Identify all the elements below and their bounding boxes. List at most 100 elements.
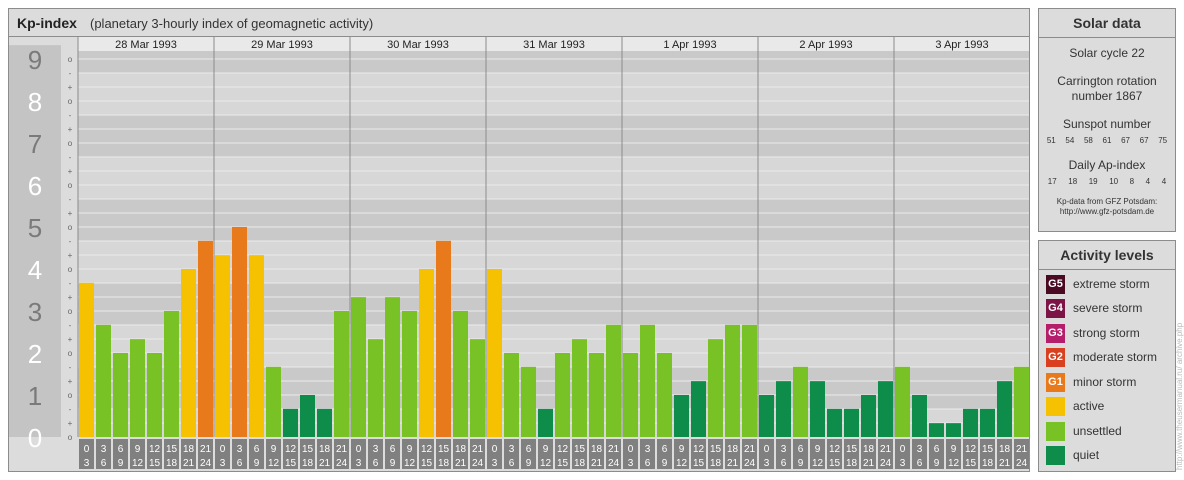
interval-start-label: 15 [982,444,994,455]
kp-bar [504,353,519,437]
interval-end-label: 18 [302,458,314,469]
day-header-cell [486,37,622,51]
interval-cell [164,439,179,469]
activity-levels-panel: Activity levels G5 extreme storm G4 seve… [1038,240,1176,472]
kp-chart: 0123456789o+-o+-o+-o+-o+-o+-o+-o+-o+-o28… [9,37,1029,469]
kp-bar [521,366,536,437]
kp-bar [861,395,876,437]
ap-value: 19 [1088,177,1098,186]
kp-sub-tick: + [68,167,73,176]
kp-bar [878,381,893,437]
interval-start-label: 6 [390,444,396,455]
kp-bar [810,381,825,437]
interval-cell [113,439,128,469]
interval-start-label: 0 [220,444,226,455]
kp-bar [300,395,315,437]
kp-sub-tick: + [68,251,73,260]
interval-start-label: 12 [421,444,433,455]
interval-cell [657,439,672,469]
sunspot-value: 54 [1065,136,1075,145]
kp-bar [946,423,961,437]
day-header-cell [894,37,1029,51]
interval-end-label: 3 [900,458,906,469]
kp-bar [793,366,808,437]
interval-end-label: 3 [628,458,634,469]
kp-bar [96,324,111,437]
kp-bar [742,324,757,437]
sunspot-values: 51 54 58 61 67 67 75 [1039,136,1175,145]
interval-cell [283,439,298,469]
solar-data-panel: Solar data Solar cycle 22 Carrington rot… [1038,8,1176,232]
kp-axis-tick: 4 [28,255,42,285]
legend-swatch [1046,396,1065,416]
day-header-cell [350,37,486,51]
interval-end-label: 21 [455,458,467,469]
interval-cell [334,439,349,469]
chart-header: Kp-index (planetary 3-hourly index of ge… [9,9,1029,37]
watermark-text: http://www.theusermanual.ru/ archive.php [1175,322,1184,470]
interval-start-label: 15 [438,444,450,455]
interval-start-label: 9 [951,444,957,455]
legend-label: quiet [1073,448,1100,462]
kp-bar [232,227,247,437]
interval-start-label: 21 [608,444,620,455]
kp-axis-tick: 3 [28,297,42,327]
interval-cell [674,439,689,469]
day-label: 28 Mar 1993 [115,39,177,51]
interval-cell [980,439,995,469]
interval-end-label: 3 [84,458,90,469]
kp-axis-tick: 2 [28,339,42,369]
interval-start-label: 3 [237,444,243,455]
legend-item-active: active [1046,396,1104,416]
kp-sub-tick: + [68,209,73,218]
legend-swatch [1046,445,1065,465]
kp-bar [572,339,587,437]
interval-cell [708,439,723,469]
interval-cell [249,439,264,469]
interval-cell [385,439,400,469]
interval-start-label: 9 [407,444,413,455]
legend-item-moderate-storm: G2 moderate storm [1046,347,1157,367]
interval-start-label: 6 [254,444,260,455]
interval-cell [198,439,213,469]
legend-item-minor-storm: G1 minor storm [1046,372,1136,392]
legend-swatch: G5 [1046,274,1065,294]
chart-title: Kp-index [17,15,77,31]
interval-start-label: 3 [917,444,923,455]
interval-end-label: 18 [982,458,994,469]
solar-cycle: Solar cycle 22 [1069,46,1145,60]
day-header-cell [78,37,214,51]
kp-bar [283,408,298,437]
interval-cell [368,439,383,469]
day-label: 3 Apr 1993 [935,39,988,51]
day-header-cell [758,37,894,51]
kp-bar [980,408,995,437]
interval-end-label: 24 [200,458,212,469]
interval-end-label: 12 [812,458,824,469]
kp-bar [844,408,859,437]
kp-bar [453,311,468,437]
kp-sub-tick: o [68,349,73,358]
interval-cell [572,439,587,469]
kp-axis-tick: 6 [28,171,42,201]
interval-end-label: 18 [574,458,586,469]
interval-start-label: 6 [798,444,804,455]
kp-sub-tick: o [68,181,73,190]
kp-bar [640,324,655,437]
interval-start-label: 21 [200,444,212,455]
interval-cell [453,439,468,469]
interval-end-label: 24 [880,458,892,469]
interval-end-label: 6 [917,458,923,469]
kp-bar [402,311,417,437]
legend-item-strong-storm: G3 strong storm [1046,323,1140,343]
legend-item-unsettled: unsettled [1046,421,1122,441]
interval-start-label: 0 [764,444,770,455]
interval-end-label: 24 [472,458,484,469]
interval-start-label: 18 [999,444,1011,455]
interval-end-label: 15 [285,458,297,469]
kp-bar [1014,366,1029,437]
kp-bar [385,297,400,437]
interval-end-label: 15 [693,458,705,469]
credit-link[interactable]: http://www.gfz-potsdam.de [1059,207,1155,216]
kp-sub-tick: - [69,363,72,372]
